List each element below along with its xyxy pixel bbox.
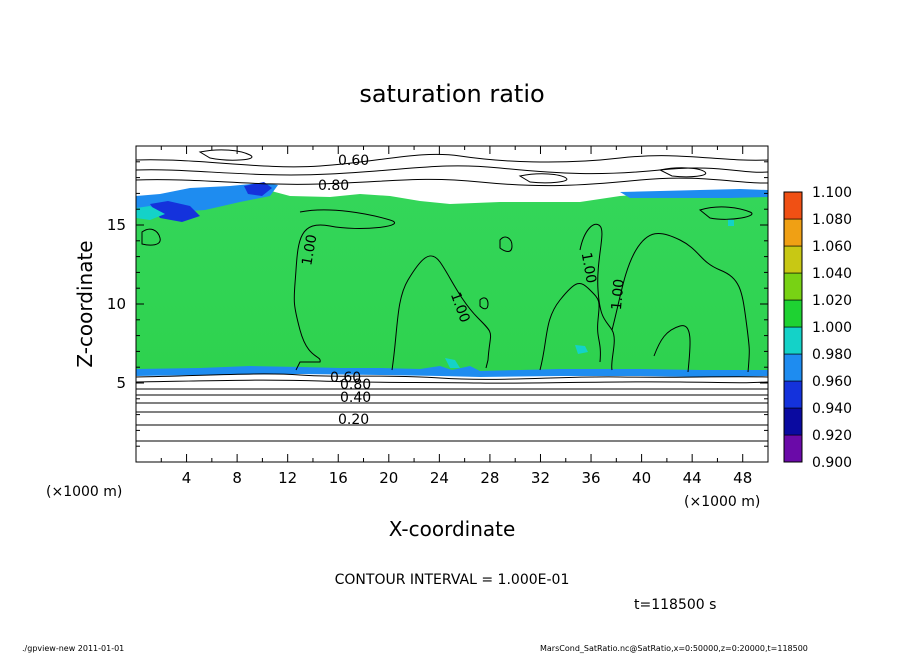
x-tick-label: 48 <box>733 469 752 487</box>
contour-lines-upper <box>135 149 769 187</box>
x-tick-label: 8 <box>232 469 242 487</box>
x-axis-title: X-coordinate <box>389 517 516 541</box>
y-tick-label: 15 <box>107 216 126 234</box>
contour-label: 1.00 <box>578 251 599 284</box>
x-tick-label: 32 <box>531 469 550 487</box>
cyan-patch-top-left <box>136 206 165 220</box>
colorbar-label: 1.080 <box>812 212 852 228</box>
colorbar-swatch <box>783 191 803 220</box>
time-label: t=118500 s <box>634 597 716 613</box>
colorbar-swatch <box>783 353 803 382</box>
contour-labels: 0.60 0.80 1.00 1.00 1.00 1.00 0.60 0.80 … <box>299 153 627 428</box>
colorbar-swatch <box>783 434 803 463</box>
y-ticks: 5 10 15 <box>107 161 768 447</box>
colorbar-label: 1.060 <box>812 239 852 255</box>
contour-label: 0.60 <box>338 153 369 169</box>
x-tick-label: 24 <box>430 469 449 487</box>
contour-label: 0.20 <box>338 412 369 428</box>
x-tick-label: 40 <box>632 469 651 487</box>
x-tick-label: 4 <box>182 469 192 487</box>
colorbar-label: 0.920 <box>812 428 852 444</box>
colorbar: 0.900 0.920 0.940 0.960 0.980 1.000 1.020 1.040… <box>783 185 852 471</box>
colorbar-swatch <box>783 407 803 436</box>
x-tick-label: 28 <box>480 469 499 487</box>
colorbar-label: 0.940 <box>812 401 852 417</box>
contour-lines-saturated <box>141 206 753 373</box>
colorbar-label: 0.900 <box>812 455 852 471</box>
deep-blue-patch <box>150 201 200 222</box>
colorbar-frame <box>783 191 803 463</box>
colorbar-label: 0.980 <box>812 347 852 363</box>
contour-label: 0.60 <box>330 370 361 386</box>
contour-label: 0.80 <box>318 178 349 194</box>
y-axis-units: (×1000 m) <box>46 484 122 500</box>
colorbar-label: 1.040 <box>812 266 852 282</box>
colorbar-swatch <box>783 245 803 274</box>
colorbar-swatch <box>783 299 803 328</box>
x-tick-label: 20 <box>379 469 398 487</box>
x-tick-label: 36 <box>581 469 600 487</box>
chart-title: saturation ratio <box>359 80 544 108</box>
contour-label: 0.80 <box>340 377 371 393</box>
colorbar-label: 1.100 <box>812 185 852 201</box>
x-axis-units: (×1000 m) <box>684 494 760 510</box>
contour-label: 1.00 <box>299 233 320 266</box>
contour-interval-label: CONTOUR INTERVAL = 1.000E-01 <box>335 572 570 588</box>
x-tick-label: 16 <box>329 469 348 487</box>
footer-left: ./gpview-new 2011-01-01 <box>22 644 124 653</box>
x-tick-label: 44 <box>683 469 702 487</box>
colorbar-label: 1.000 <box>812 320 852 336</box>
y-tick-label: 5 <box>116 374 126 392</box>
contour-label: 0.40 <box>340 390 371 406</box>
footer-right: MarsCond_SatRatio.nc@SatRatio,x=0:50000,… <box>540 644 808 653</box>
deep-blue-patch-2 <box>244 182 272 196</box>
x-ticks: 4 8 12 16 20 24 28 32 36 40 44 48 <box>160 146 752 487</box>
colorbar-swatch <box>783 272 803 301</box>
blue-edge-bottom <box>136 366 768 377</box>
colorbar-label: 0.960 <box>812 374 852 390</box>
colorbar-label: 1.020 <box>812 293 852 309</box>
contour-lines-lower <box>135 373 769 442</box>
x-tick-label: 12 <box>278 469 297 487</box>
y-tick-label: 10 <box>107 295 126 313</box>
contour-label: 1.00 <box>609 278 628 310</box>
y-axis-title: Z-coordinate <box>73 240 97 367</box>
blue-patch-top-right <box>620 189 768 198</box>
colorbar-swatch <box>783 380 803 409</box>
plot-area: 0.60 0.80 1.00 1.00 1.00 1.00 0.60 0.80 … <box>107 145 769 487</box>
colorbar-swatch <box>783 218 803 247</box>
colorbar-swatch <box>783 326 803 355</box>
